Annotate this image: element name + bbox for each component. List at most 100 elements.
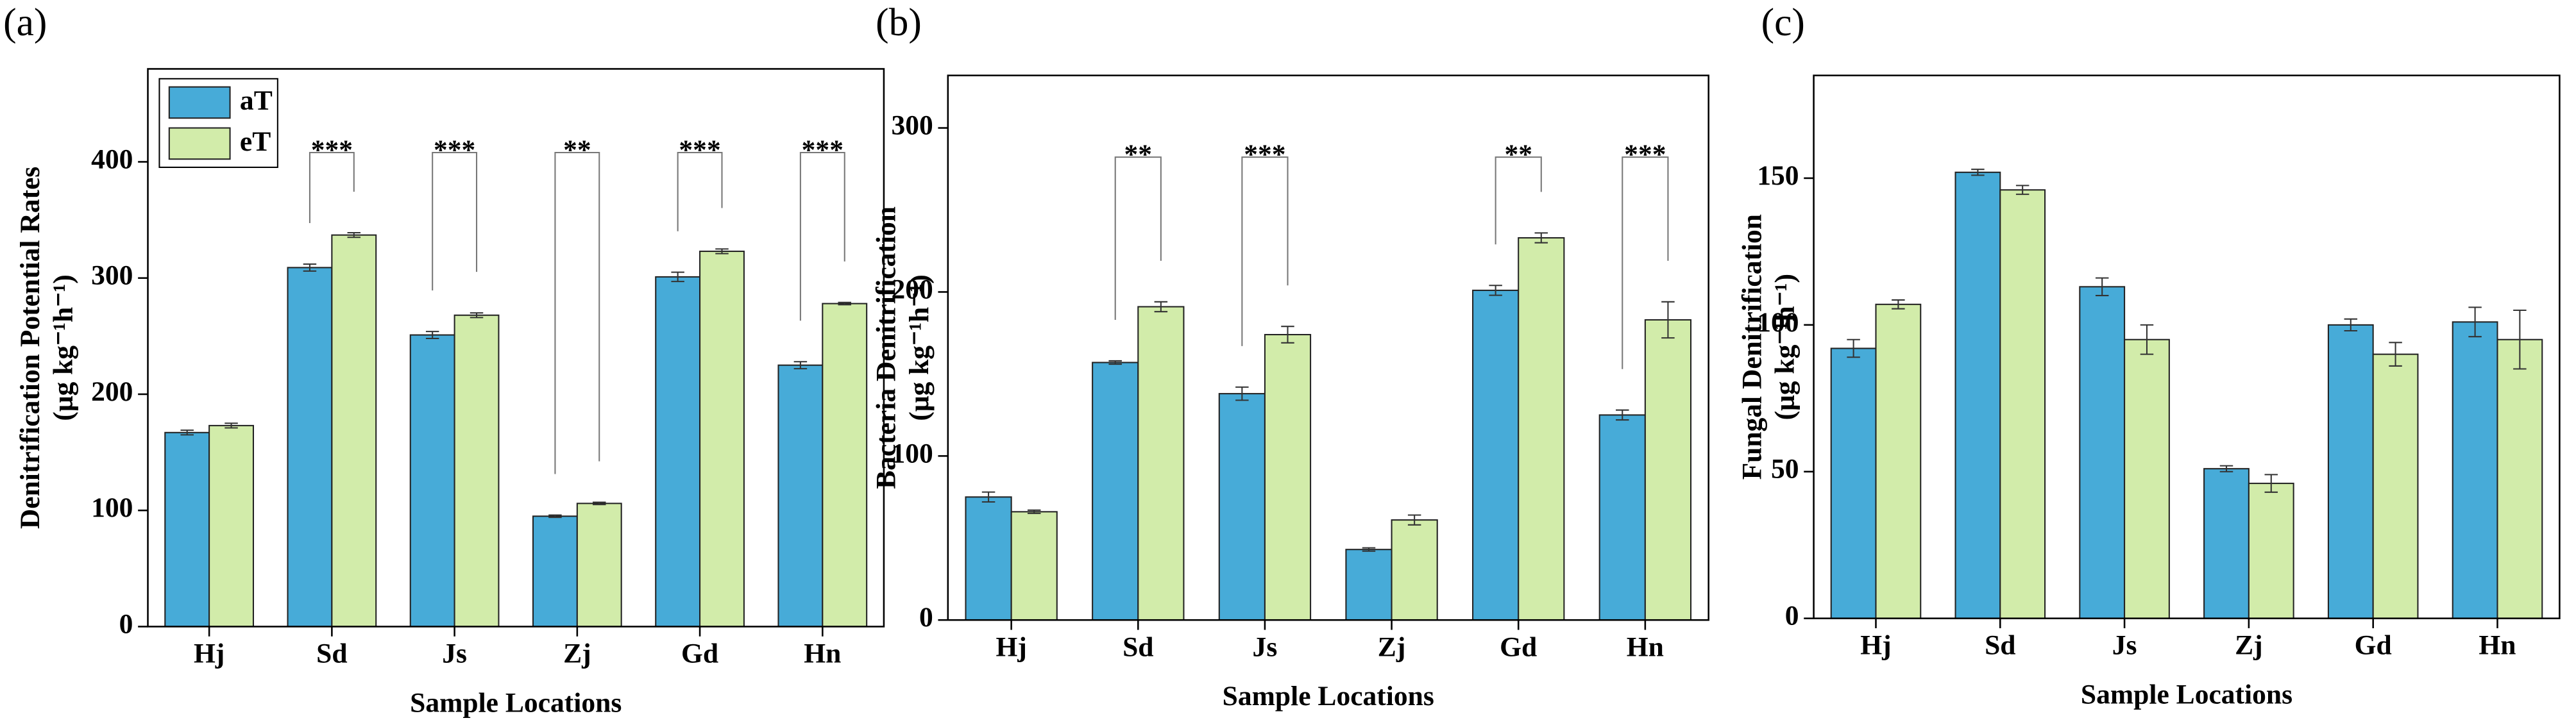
significance-label: *** bbox=[802, 135, 843, 165]
y-tick-label: 200 bbox=[91, 376, 133, 407]
x-tick-label: Zj bbox=[1378, 631, 1406, 662]
bar bbox=[1472, 289, 1520, 621]
x-tick-label: Gd bbox=[681, 638, 718, 669]
error-bar bbox=[2015, 185, 2029, 196]
error-bar bbox=[1362, 547, 1376, 552]
error-bar bbox=[981, 491, 996, 503]
bar bbox=[576, 503, 622, 628]
x-axis-label: Sample Locations bbox=[1223, 681, 1434, 712]
legend-swatch bbox=[168, 86, 231, 119]
error-bar bbox=[2389, 342, 2402, 367]
bar bbox=[2327, 324, 2374, 619]
x-tick-label: Sd bbox=[1985, 630, 2015, 661]
error-bar bbox=[1661, 301, 1675, 339]
bar bbox=[1137, 306, 1185, 621]
bar bbox=[287, 267, 333, 628]
significance-bracket bbox=[799, 151, 845, 321]
error-bar bbox=[180, 429, 194, 436]
bar bbox=[2079, 286, 2126, 619]
panel-label: (c) bbox=[1761, 1, 1805, 44]
error-bar bbox=[1108, 360, 1122, 365]
x-tick-label: Hj bbox=[194, 638, 225, 669]
x-tick-label: Hj bbox=[1860, 630, 1891, 661]
y-axis-label: Fungal Denitrification bbox=[1736, 214, 1767, 479]
x-axis-label: Sample Locations bbox=[2081, 679, 2292, 710]
bar bbox=[208, 424, 254, 628]
legend-swatch bbox=[168, 127, 231, 160]
x-tick-label: Gd bbox=[2355, 630, 2392, 661]
significance-label: ** bbox=[1504, 139, 1532, 170]
bar bbox=[331, 234, 377, 628]
error-bar bbox=[1892, 299, 1905, 310]
bar bbox=[164, 431, 210, 628]
panel-label: (a) bbox=[3, 1, 47, 44]
error-bar bbox=[1489, 285, 1502, 296]
y-tick-label: 0 bbox=[919, 602, 933, 633]
bar bbox=[532, 515, 578, 628]
x-tick-label: Zj bbox=[2235, 630, 2263, 661]
significance-bracket bbox=[677, 151, 723, 231]
error-bar bbox=[225, 422, 238, 429]
x-tick-label: Js bbox=[442, 638, 467, 669]
significance-bracket bbox=[432, 151, 478, 291]
significance-label: ** bbox=[1124, 139, 1153, 170]
y-tick-label: 100 bbox=[91, 492, 133, 523]
error-bar bbox=[1847, 338, 1860, 358]
x-tick-label: Hn bbox=[2479, 630, 2516, 661]
significance-bracket bbox=[1495, 156, 1542, 245]
error-bar bbox=[1407, 514, 1421, 526]
bar bbox=[655, 276, 701, 628]
error-bar bbox=[1027, 509, 1041, 514]
error-bar bbox=[593, 501, 606, 506]
plot-frame bbox=[947, 74, 1709, 621]
bar bbox=[2203, 468, 2250, 619]
bar bbox=[1264, 333, 1312, 621]
error-bar bbox=[2513, 309, 2527, 370]
error-bar bbox=[2140, 324, 2154, 355]
bar bbox=[1999, 189, 2046, 619]
bar bbox=[1345, 549, 1393, 621]
bar bbox=[777, 364, 824, 628]
error-bar bbox=[347, 232, 361, 238]
y-axis-label: (μg kg⁻¹h⁻¹) bbox=[47, 274, 78, 421]
error-bar bbox=[425, 331, 439, 339]
error-bar bbox=[838, 301, 851, 306]
error-bar bbox=[2219, 465, 2233, 472]
error-bar bbox=[715, 248, 729, 254]
error-bar bbox=[1971, 169, 1985, 176]
x-tick-label: Hj bbox=[996, 631, 1026, 662]
significance-bracket bbox=[1114, 156, 1162, 320]
x-tick-label: Js bbox=[2112, 630, 2137, 661]
bar bbox=[409, 334, 455, 628]
y-axis-label: (μg kg⁻¹h⁻¹) bbox=[1770, 274, 1801, 420]
error-bar bbox=[470, 312, 484, 319]
y-tick-label: 100 bbox=[1757, 307, 1799, 338]
bar bbox=[1218, 393, 1266, 621]
y-tick-label: 400 bbox=[91, 144, 133, 174]
significance-label: *** bbox=[434, 135, 475, 165]
significance-label: *** bbox=[1244, 139, 1285, 170]
bar bbox=[1092, 362, 1139, 621]
error-bar bbox=[548, 514, 562, 519]
x-tick-label: Sd bbox=[1123, 631, 1153, 662]
error-bar bbox=[1616, 409, 1629, 421]
x-tick-label: Hn bbox=[1627, 631, 1664, 662]
y-tick-label: 200 bbox=[891, 274, 933, 304]
error-bar bbox=[303, 263, 317, 272]
bar bbox=[1954, 171, 2001, 619]
plot-frame bbox=[147, 68, 885, 628]
x-axis-label: Sample Locations bbox=[410, 687, 622, 718]
bar bbox=[2452, 321, 2498, 619]
significance-label: *** bbox=[311, 135, 353, 165]
error-bar bbox=[1154, 301, 1168, 313]
x-tick-label: Hn bbox=[804, 638, 841, 669]
error-bar bbox=[2264, 474, 2278, 493]
error-bar bbox=[2344, 318, 2358, 332]
x-tick-label: Js bbox=[1253, 631, 1278, 662]
bar bbox=[2124, 338, 2170, 619]
significance-label: *** bbox=[679, 135, 720, 165]
bar bbox=[1391, 519, 1438, 621]
y-tick-label: 150 bbox=[1757, 160, 1799, 191]
bar bbox=[1598, 414, 1646, 621]
panel-label: (b) bbox=[876, 1, 922, 44]
